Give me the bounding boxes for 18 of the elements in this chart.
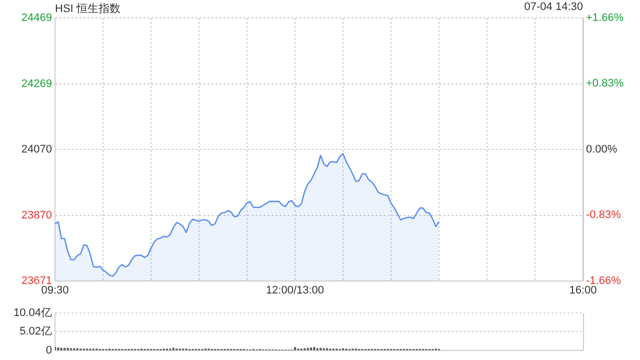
y-tick-label: 24269 [21,78,52,90]
y2-tick-label: -0.83% [586,209,622,222]
y-tick-label: 0 [46,344,52,356]
y-tick-label: 24070 [21,143,52,156]
x-tick-label: 12:00/13:00 [266,284,324,296]
y-tick-label: 23671 [21,274,52,287]
y2-tick-label: +1.66% [586,12,624,24]
x-tick-label: 16:00 [569,284,597,296]
y-tick-label: 23870 [21,209,52,222]
chart-subtitle: 07-04 14:30 [524,1,583,13]
x-tick-label: 09:30 [41,284,69,296]
y2-tick-label: 0.00% [586,143,618,156]
y-tick-label: 24469 [21,12,52,24]
y-tick-label: 5.02亿 [20,326,52,338]
y-tick-label: 10.04亿 [13,307,52,320]
y2-tick-label: +0.83% [586,78,624,90]
y2-tick-label: -1.66% [586,274,622,287]
chart-title: HSI 恒生指数 [55,2,120,16]
